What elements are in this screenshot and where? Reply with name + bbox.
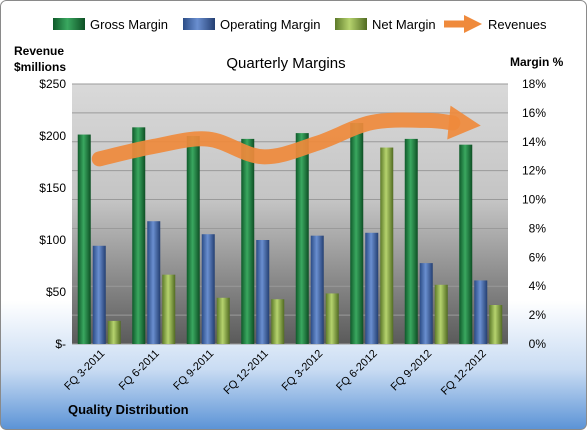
bar-gross-margin [295,133,309,344]
right-tick-label: 14% [522,135,546,149]
bar-gross-margin [77,134,91,344]
bar-operating-margin [365,232,379,344]
bar-net-margin [380,147,394,344]
bar-gross-margin [241,138,255,344]
left-axis-label-line1: Revenue [14,44,64,58]
chart-title: Quarterly Margins [226,55,345,72]
legend-label-net-margin: Net Margin [372,17,436,32]
legend-label-operating-margin: Operating Margin [220,17,320,32]
bar-operating-margin [92,245,106,344]
bar-gross-margin [350,123,364,344]
bar-gross-margin [132,127,146,344]
bar-net-margin [489,305,503,344]
legend-swatch-revenues [444,15,482,33]
left-tick-label: $- [55,337,66,351]
bar-net-margin [434,284,448,344]
right-tick-label: 8% [529,221,547,235]
bars [77,123,503,344]
right-tick-label: 6% [529,250,547,264]
revenue-arrowhead [447,105,481,140]
left-axis: $- $50 $100 $150 $200 $250 [39,77,66,351]
bar-operating-margin [201,234,215,344]
right-tick-label: 2% [529,308,547,322]
bar-net-margin [107,320,121,344]
legend-swatch-net-margin [335,18,367,30]
bar-operating-margin [310,235,324,344]
bar-operating-margin [147,221,161,344]
right-tick-label: 4% [529,279,547,293]
right-tick-label: 18% [522,77,546,91]
right-tick-label: 0% [529,337,547,351]
right-tick-label: 12% [522,164,546,178]
bar-net-margin [216,297,230,344]
revenue-line [91,112,461,167]
left-tick-label: $100 [39,233,66,247]
bar-net-margin [325,293,339,344]
right-tick-label: 16% [522,106,546,120]
bar-net-margin [271,299,285,344]
left-tick-label: $200 [39,129,66,143]
chart-footer: Quality Distribution [68,402,189,417]
bar-operating-margin [419,263,433,344]
bar-operating-margin [256,240,270,344]
left-tick-label: $250 [39,77,66,91]
right-tick-label: 10% [522,193,546,207]
bar-gross-margin [459,144,473,344]
legend-swatch-gross-margin [53,18,85,30]
bar-gross-margin [404,138,418,344]
right-axis: 0% 2% 4% 6% 8% 10% 12% 14% 16% 18% [522,77,546,351]
bar-gross-margin [186,136,200,344]
right-axis-label: Margin % [510,55,564,69]
legend-label-revenues: Revenues [488,17,547,32]
legend: Gross Margin Operating Margin Net Margin… [53,15,547,33]
left-axis-label-line2: $millions [14,60,66,74]
legend-label-gross-margin: Gross Margin [90,17,168,32]
revenue-series [91,105,481,167]
left-tick-label: $150 [39,181,66,195]
bar-operating-margin [474,280,488,344]
legend-swatch-operating-margin [183,18,215,30]
bar-net-margin [162,274,176,344]
left-tick-label: $50 [46,285,66,299]
